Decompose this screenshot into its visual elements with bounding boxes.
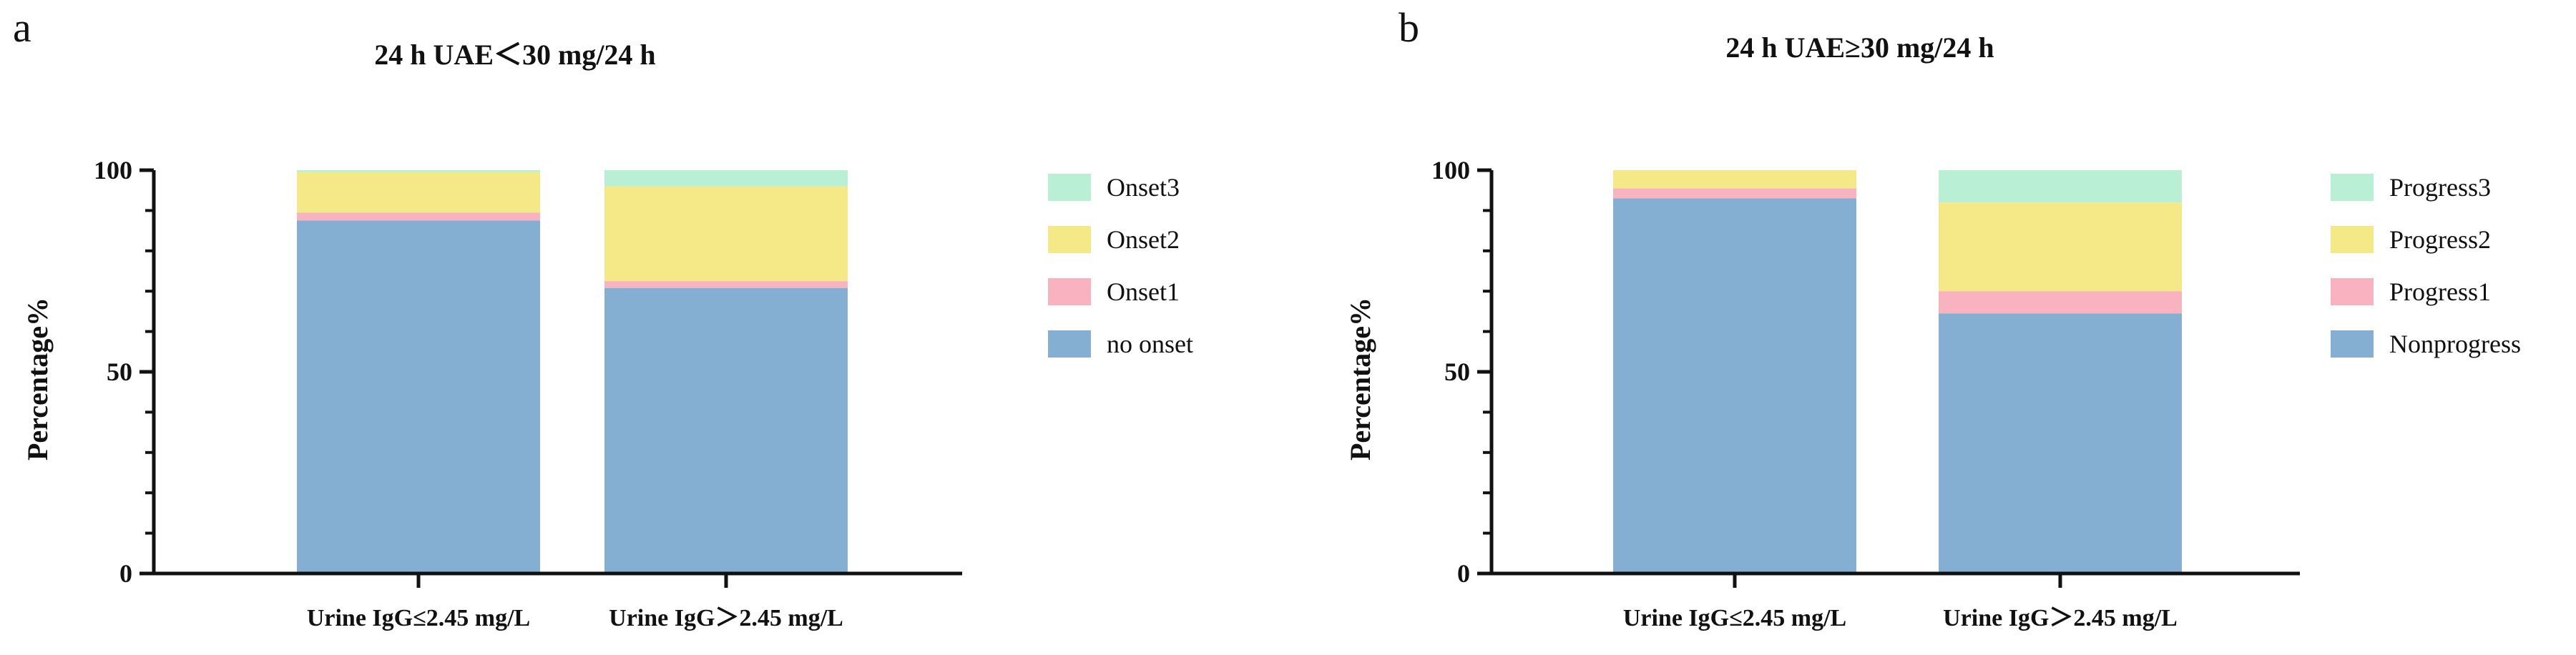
y-tick-label-a-100: 100 <box>94 156 132 184</box>
legend-swatch-b-progress2 <box>2331 226 2374 253</box>
bar-b-cat2-nonprogress <box>1939 313 2182 573</box>
bar-b-cat2-progress1 <box>1939 291 2182 314</box>
x-categories-b: Urine IgG≤2.45 mg/L Urine IgG＞2.45 mg/L <box>1623 573 2178 631</box>
y-tick-label-b-0: 0 <box>1457 559 1470 588</box>
panel-letter-a: a <box>13 4 31 51</box>
y-tick-label-b-100: 100 <box>1431 156 1470 184</box>
x-category-label-a-2: Urine IgG＞2.45 mg/L <box>609 605 843 631</box>
chart-title-a: 24 h UAE＜30 mg/24 h <box>374 39 655 71</box>
bars-b <box>1613 170 2182 574</box>
y-ticks-b: 0 50 100 <box>1431 156 1492 588</box>
bar-a-cat1-onset1 <box>297 212 540 221</box>
y-tick-label-a-50: 50 <box>107 358 132 386</box>
legend-a: Onset3 Onset2 Onset1 no onset <box>1048 173 1193 358</box>
legend-swatch-b-progress1 <box>2331 278 2374 305</box>
y-axis-label-a: Percentage% <box>21 297 54 461</box>
panel-a: a 24 h UAE＜30 mg/24 h Percentage% 0 50 100… <box>13 4 1193 631</box>
bar-a-cat1-onset2 <box>297 172 540 213</box>
bar-a-cat2-no-onset <box>604 287 848 573</box>
legend-label-b-progress3: Progress3 <box>2389 173 2491 202</box>
legend-swatch-a-onset1 <box>1048 278 1091 305</box>
y-ticks-a: 0 50 100 <box>94 156 154 588</box>
bar-b-cat2-progress2 <box>1939 202 2182 292</box>
legend-label-b-nonprogress: Nonprogress <box>2389 330 2521 358</box>
legend-swatch-a-no-onset <box>1048 330 1091 358</box>
bar-a-cat2-onset3 <box>604 170 848 187</box>
bars-a <box>297 170 848 573</box>
bar-b-cat1-progress2 <box>1613 170 1856 189</box>
bar-b-cat1-progress1 <box>1613 188 1856 199</box>
x-category-label-a-1: Urine IgG≤2.45 mg/L <box>307 605 530 631</box>
legend-label-a-onset3: Onset3 <box>1107 173 1180 202</box>
x-category-label-b-1: Urine IgG≤2.45 mg/L <box>1623 605 1846 631</box>
x-category-label-b-2: Urine IgG＞2.45 mg/L <box>1943 605 2178 631</box>
panel-letter-b: b <box>1399 4 1419 51</box>
bar-b-cat1-nonprogress <box>1613 198 1856 574</box>
legend-label-a-no-onset: no onset <box>1107 330 1193 358</box>
bar-a-cat2-onset1 <box>604 281 848 288</box>
y-tick-label-a-0: 0 <box>119 559 132 588</box>
legend-swatch-a-onset3 <box>1048 174 1091 201</box>
legend-b: Progress3 Progress2 Progress1 Nonprogress <box>2331 173 2521 358</box>
y-tick-label-b-50: 50 <box>1444 358 1470 386</box>
x-categories-a: Urine IgG≤2.45 mg/L Urine IgG＞2.45 mg/L <box>307 573 843 631</box>
bar-a-cat2-onset2 <box>604 186 848 282</box>
legend-label-b-progress1: Progress1 <box>2389 277 2491 306</box>
bar-b-cat2-progress3 <box>1939 170 2182 203</box>
legend-swatch-a-onset2 <box>1048 226 1091 253</box>
legend-label-b-progress2: Progress2 <box>2389 225 2491 254</box>
panel-b: b 24 h UAE≥30 mg/24 h Percentage% 0 50 100… <box>1344 4 2521 631</box>
legend-label-a-onset1: Onset1 <box>1107 277 1180 306</box>
legend-swatch-b-progress3 <box>2331 174 2374 201</box>
y-axis-label-b: Percentage% <box>1344 297 1376 461</box>
legend-label-a-onset2: Onset2 <box>1107 225 1180 254</box>
chart-title-b: 24 h UAE≥30 mg/24 h <box>1725 31 1994 64</box>
bar-a-cat1-onset3 <box>297 170 540 172</box>
legend-swatch-b-nonprogress <box>2331 330 2374 358</box>
bar-a-cat1-no-onset <box>297 220 540 573</box>
